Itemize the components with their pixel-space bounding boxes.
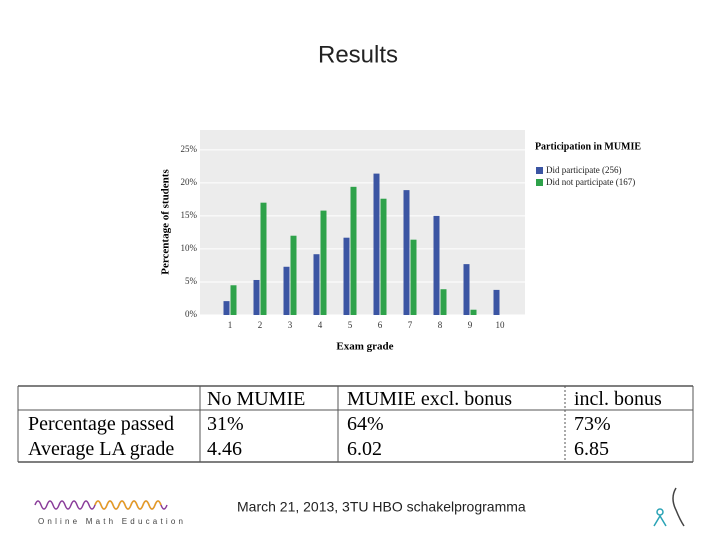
bar — [433, 215, 440, 315]
slide-title: Results — [318, 41, 398, 68]
bar — [313, 254, 320, 315]
table-cell: 73% — [574, 413, 611, 435]
y-axis-label: Percentage of students — [160, 169, 172, 275]
legend-title: Participation in MUMIE — [535, 141, 641, 152]
x-axis-label: Exam grade — [336, 341, 393, 353]
footer-text: March 21, 2013, 3TU HBO schakelprogramma — [237, 499, 526, 515]
table-cell: 31% — [207, 413, 244, 435]
y-tick-label: 0% — [185, 309, 198, 319]
bar — [230, 285, 237, 315]
bar — [223, 301, 230, 315]
legend-label: Did not participate (167) — [546, 177, 635, 187]
legend-swatch — [536, 179, 543, 186]
y-tick-label: 20% — [181, 177, 198, 187]
table-cell: Average LA grade — [28, 438, 175, 460]
y-tick-label: 10% — [181, 243, 198, 253]
x-tick-label: 6 — [378, 320, 383, 330]
bar — [283, 266, 290, 315]
bar — [260, 202, 267, 315]
x-tick-label: 9 — [468, 320, 473, 330]
x-tick-label: 5 — [348, 320, 353, 330]
logo-right — [672, 487, 685, 527]
logo-right-figure — [653, 514, 667, 527]
table-header: MUMIE excl. bonus — [347, 388, 512, 410]
x-tick-label: 8 — [438, 320, 443, 330]
table-cell: 4.46 — [207, 438, 242, 460]
bar — [380, 198, 387, 315]
logo-wave-2 — [94, 500, 162, 510]
y-tick-label: 25% — [181, 144, 198, 154]
plot-background — [200, 130, 525, 315]
bar — [343, 237, 350, 315]
x-tick-label: 7 — [408, 320, 413, 330]
x-tick-label: 10 — [496, 320, 506, 330]
table-cell: 64% — [347, 413, 384, 435]
table-cell: 6.85 — [574, 438, 609, 460]
bar — [373, 173, 380, 315]
legend-label: Did participate (256) — [546, 165, 621, 175]
x-tick-label: 1 — [228, 320, 233, 330]
bar — [440, 289, 447, 315]
bar — [320, 210, 327, 315]
bar — [470, 309, 477, 315]
bar — [493, 289, 500, 315]
bar — [410, 239, 417, 315]
bar — [290, 235, 297, 315]
table-cell: Percentage passed — [28, 413, 175, 435]
table-lines — [17, 385, 694, 463]
bar — [253, 279, 260, 315]
table-header: No MUMIE — [207, 388, 306, 410]
bar — [463, 264, 470, 315]
logo-right-dot — [656, 508, 664, 516]
x-tick-label: 3 — [288, 320, 293, 330]
legend-swatch — [536, 167, 543, 174]
x-tick-label: 2 — [258, 320, 263, 330]
table-cell: 6.02 — [347, 438, 382, 460]
bar — [350, 186, 357, 315]
y-tick-label: 15% — [181, 210, 198, 220]
logo-text: Online Math Education — [38, 517, 186, 526]
x-tick-label: 4 — [318, 320, 323, 330]
bar — [403, 190, 410, 315]
table-header: incl. bonus — [574, 388, 662, 410]
y-tick-label: 5% — [185, 276, 198, 286]
